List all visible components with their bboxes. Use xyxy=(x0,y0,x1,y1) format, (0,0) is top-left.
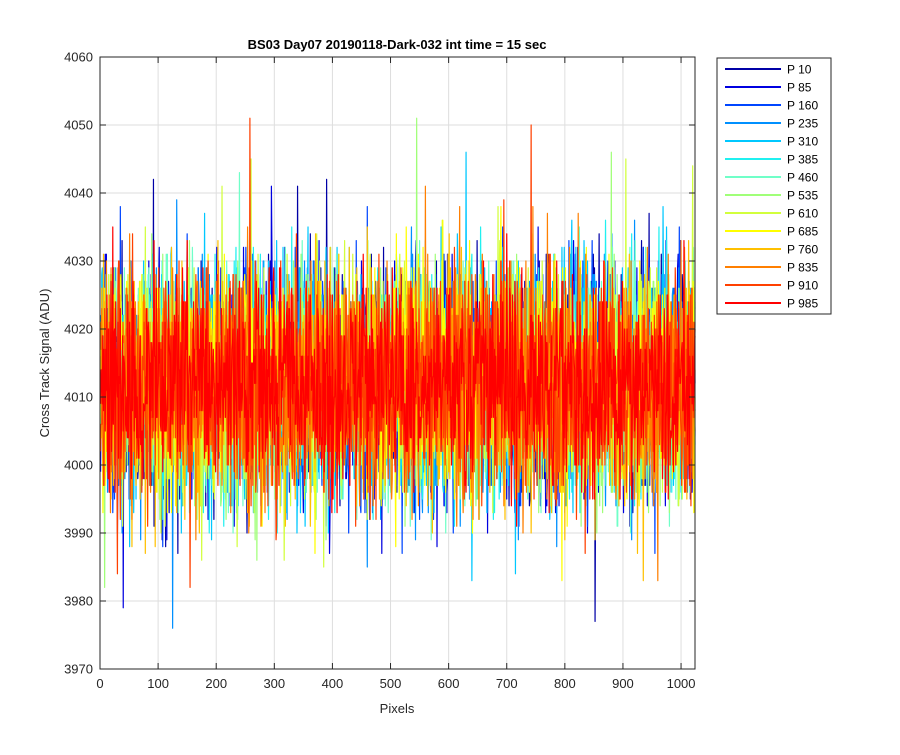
series-lines xyxy=(99,117,696,629)
y-tick-label: 4000 xyxy=(64,458,93,473)
x-tick-label: 100 xyxy=(147,676,169,691)
x-tick-label: 300 xyxy=(263,676,285,691)
x-tick-label: 500 xyxy=(380,676,402,691)
x-tick-label: 200 xyxy=(205,676,227,691)
x-tick-label: 0 xyxy=(96,676,103,691)
y-tick-label: 4010 xyxy=(64,390,93,405)
x-tick-label: 400 xyxy=(322,676,344,691)
legend-label: P 160 xyxy=(787,99,818,113)
y-tick-label: 4060 xyxy=(64,50,93,65)
y-tick-label: 3970 xyxy=(64,662,93,677)
legend-label: P 235 xyxy=(787,117,818,131)
legend-label: P 835 xyxy=(787,261,818,275)
x-tick-label: 900 xyxy=(612,676,634,691)
x-tick-label: 600 xyxy=(438,676,460,691)
legend-label: P 610 xyxy=(787,207,818,221)
y-tick-label: 4040 xyxy=(64,186,93,201)
legend-label: P 10 xyxy=(787,63,812,77)
series-line-p-985 xyxy=(99,226,696,527)
axes: 0 100 200 300 400 500 600 700 800 900 1000 3970 3980… xyxy=(64,50,695,692)
legend-label: P 685 xyxy=(787,225,818,239)
legend: P 10 P 85 P 160 P 235 P 310 P 385 P 460 P 535 P … xyxy=(716,57,832,315)
y-tick-label: 3980 xyxy=(64,594,93,609)
y-tick-label: 3990 xyxy=(64,526,93,541)
y-tick-label: 4020 xyxy=(64,322,93,337)
y-tick-label: 4030 xyxy=(64,254,93,269)
legend-label: P 310 xyxy=(787,135,818,149)
legend-label: P 85 xyxy=(787,81,812,95)
plot-frame xyxy=(99,56,696,670)
x-axis-label: Pixels xyxy=(380,701,415,716)
legend-label: P 760 xyxy=(787,243,818,257)
y-axis-label: Cross Track Signal (ADU) xyxy=(37,289,52,438)
legend-label: P 910 xyxy=(787,279,818,293)
y-tick-label: 4050 xyxy=(64,118,93,133)
legend-label: P 985 xyxy=(787,297,818,311)
x-tick-label: 700 xyxy=(496,676,518,691)
x-tick-label: 800 xyxy=(554,676,576,691)
legend-label: P 460 xyxy=(787,171,818,185)
x-tick-label: 1000 xyxy=(667,676,696,691)
legend-label: P 535 xyxy=(787,189,818,203)
chart-title: BS03 Day07 20190118-Dark-032 int time = … xyxy=(248,37,547,52)
legend-box xyxy=(716,57,832,315)
legend-label: P 385 xyxy=(787,153,818,167)
